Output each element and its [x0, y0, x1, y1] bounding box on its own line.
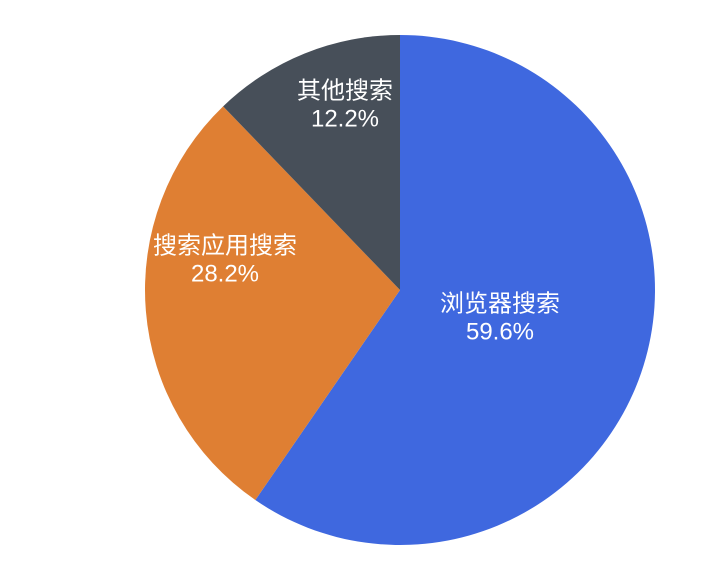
- pie-svg: [0, 0, 720, 582]
- pie-chart: 浏览器搜索59.6%搜索应用搜索28.2%其他搜索12.2%: [0, 0, 720, 582]
